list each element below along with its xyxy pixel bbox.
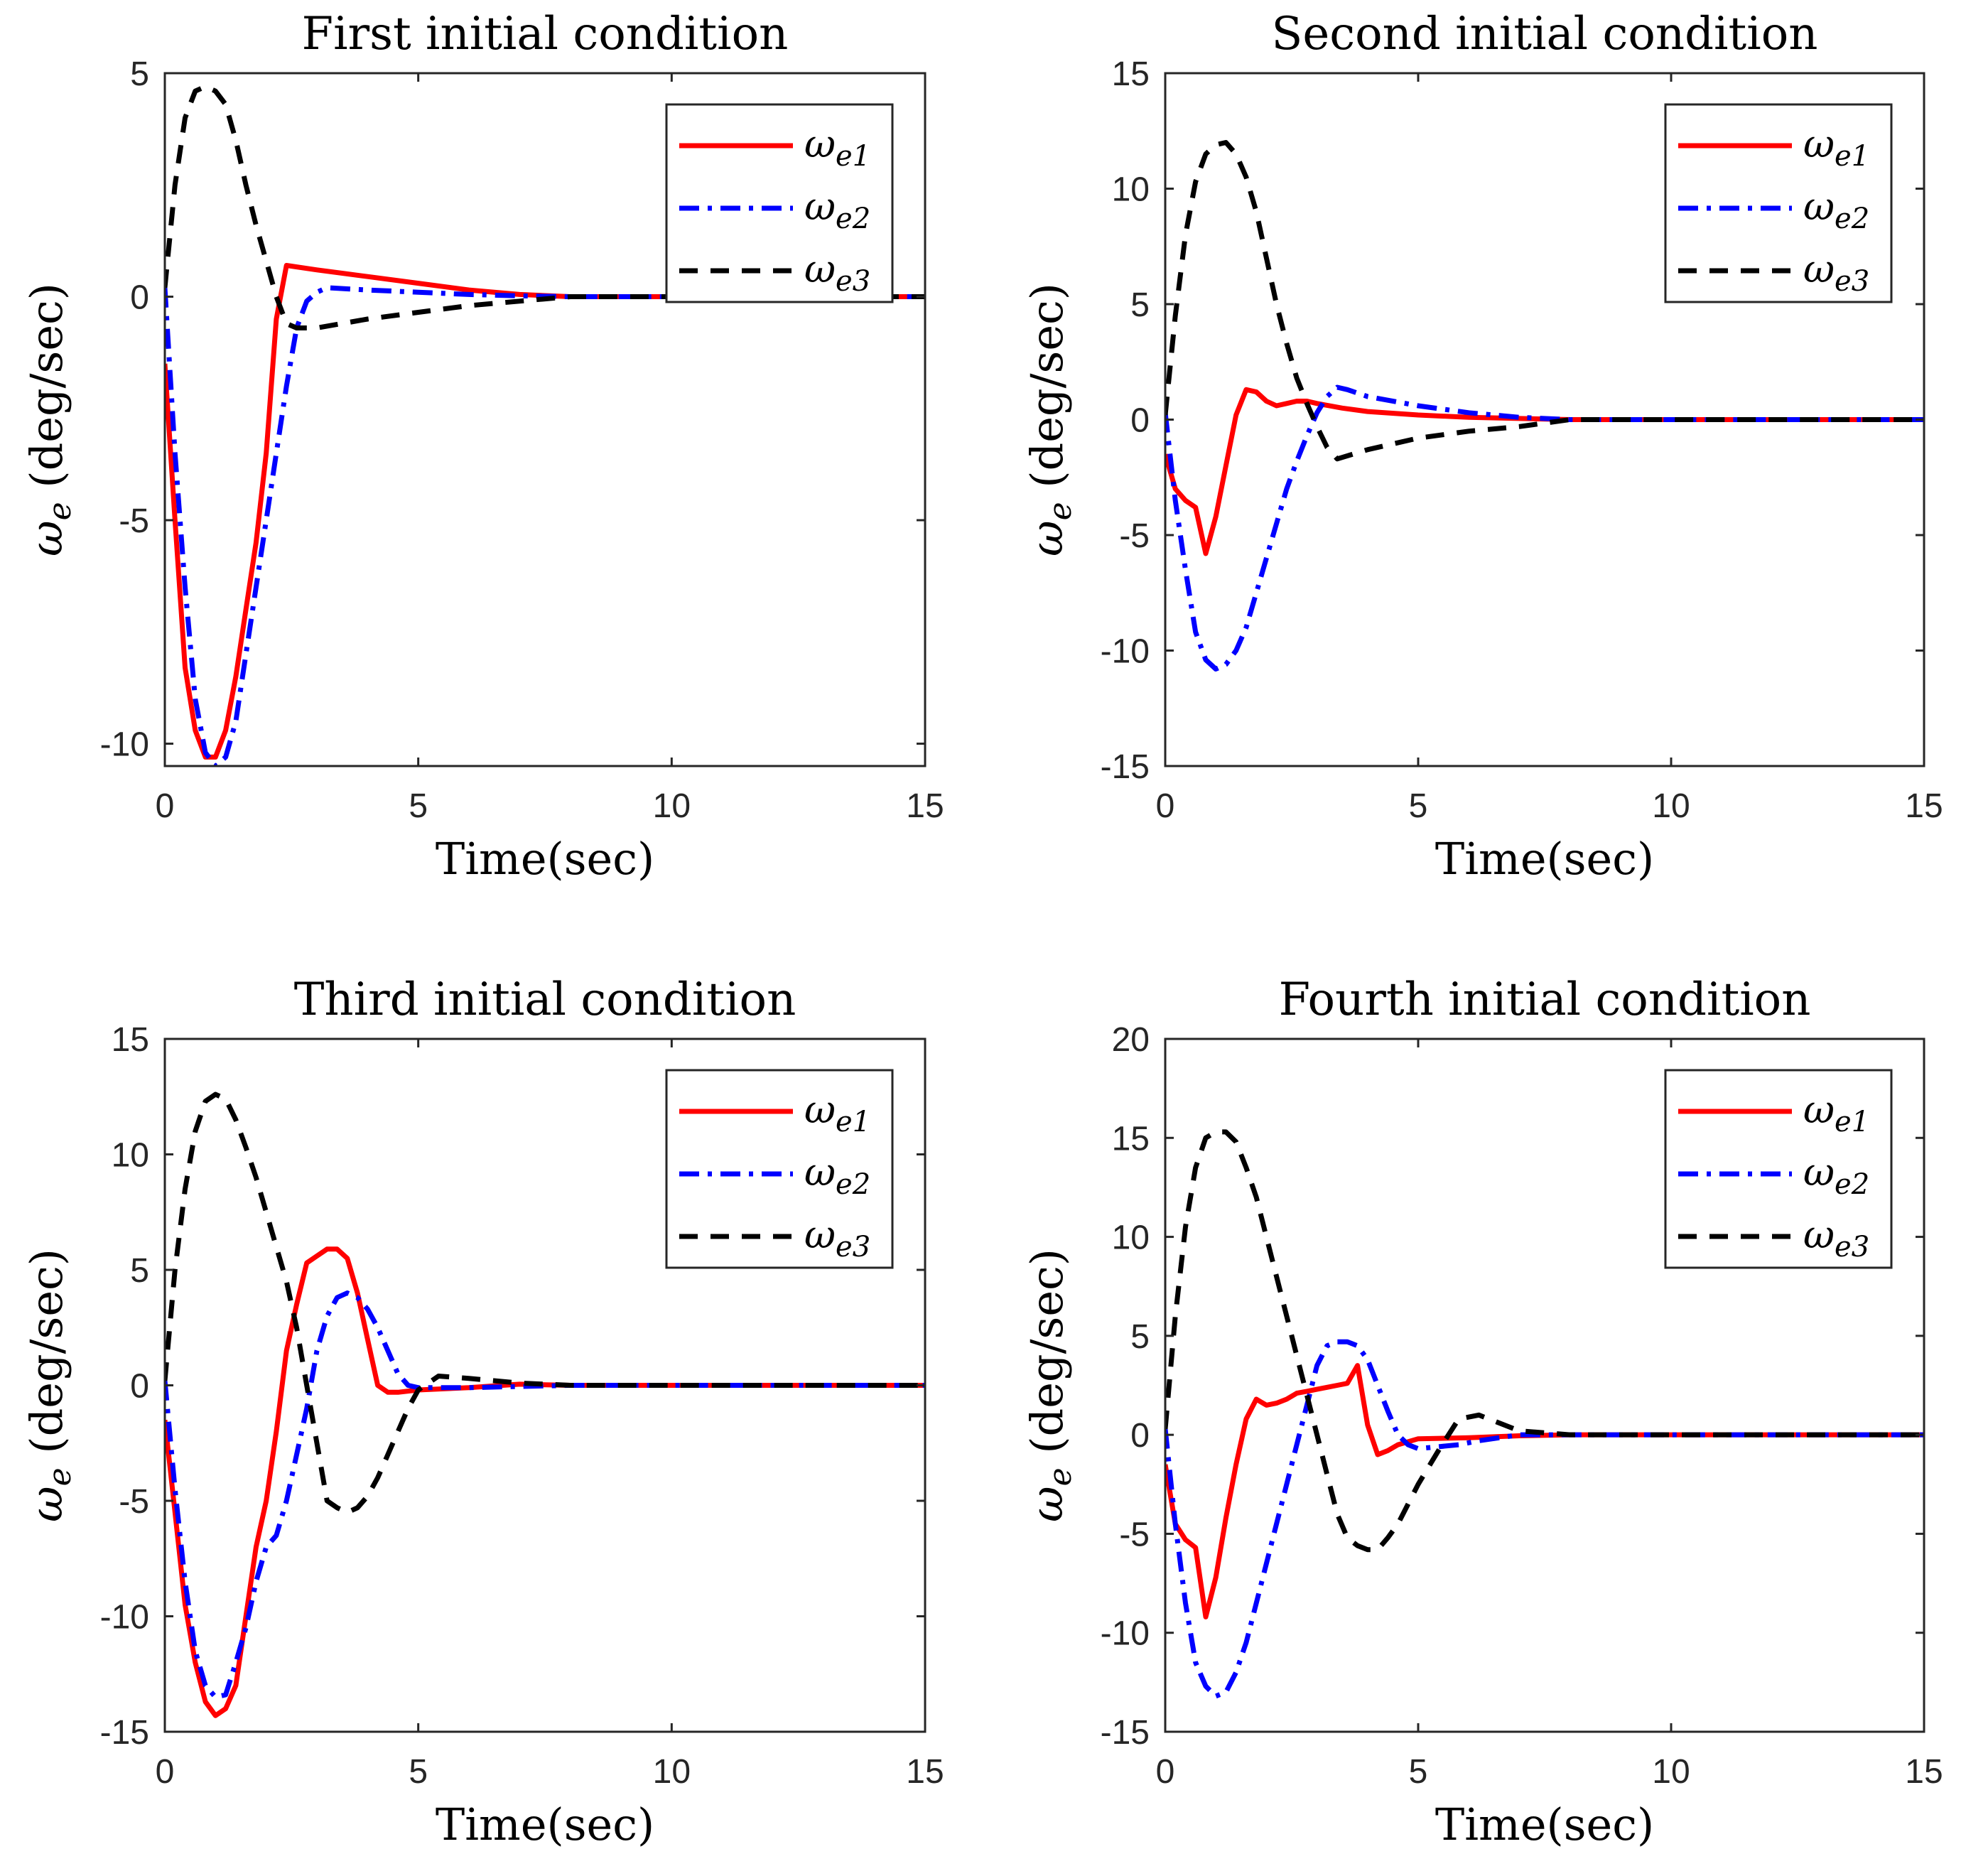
y-tick-label: 15: [112, 1021, 149, 1059]
legend-label-3: ωe3: [804, 1212, 870, 1263]
y-axis-label: ωe (deg/sec): [1021, 1249, 1079, 1522]
legend: ωe1 ωe2 ωe3: [1664, 103, 1893, 303]
chart-title: Second initial condition: [1272, 8, 1818, 60]
legend-label-1: ωe1: [1803, 1087, 1869, 1138]
y-tick-label: 0: [130, 1368, 149, 1406]
plot-lines: [1165, 1129, 1924, 1699]
y-axis-label: ωe (deg/sec): [21, 283, 78, 556]
series-line-omega-e1: [1165, 387, 1924, 556]
legend-label-2: ωe2: [1803, 184, 1869, 235]
series-line-omega-e2: [1165, 1339, 1924, 1699]
chart-panel-4: Fourth initial condition 0 5 10 15 -15 -10 -5 0 5…: [1021, 974, 1943, 1850]
y-tick-label: 0: [130, 279, 149, 317]
series-line-omega-e2: [165, 1290, 925, 1700]
y-tick-label: 0: [1130, 402, 1150, 440]
x-tick-label: 5: [409, 787, 428, 825]
legend-label-3: ωe3: [1803, 1212, 1869, 1263]
y-tick-label: 15: [1112, 55, 1150, 93]
x-axis-label: Time(sec): [1435, 1799, 1654, 1850]
y-tick-label: -10: [1101, 633, 1150, 671]
x-axis-label: Time(sec): [436, 1799, 654, 1850]
x-tick-label: 10: [1652, 1753, 1690, 1791]
x-tick-label: 5: [1409, 1753, 1428, 1791]
legend-label-3: ωe3: [804, 247, 870, 298]
legend-label-2: ωe2: [804, 1150, 870, 1201]
legend-label-2: ωe2: [1803, 1150, 1869, 1201]
legend-label-1: ωe1: [804, 1087, 870, 1138]
y-axis-label: ωe (deg/sec): [21, 1249, 78, 1522]
y-tick-label: 5: [130, 55, 149, 93]
x-tick-label: 5: [1409, 787, 1428, 825]
x-tick-label: 10: [653, 787, 691, 825]
legend: ωe1 ωe2 ωe3: [665, 1069, 894, 1269]
legend: ωe1 ωe2 ωe3: [665, 103, 894, 303]
chart-title: First initial condition: [302, 8, 789, 60]
legend-label-2: ωe2: [804, 184, 870, 235]
x-axis-label: Time(sec): [436, 833, 654, 885]
chart-title: Fourth initial condition: [1279, 974, 1811, 1026]
x-tick-label: 15: [906, 1753, 944, 1791]
axes-box: [1164, 1037, 1925, 1733]
series-line-omega-e1: [165, 263, 925, 760]
y-axis-label: ωe (deg/sec): [1021, 283, 1079, 556]
plot-lines: [165, 1091, 925, 1718]
y-tick-label: -10: [100, 1599, 149, 1637]
series-line-omega-e3: [1165, 1129, 1924, 1553]
x-tick-label: 15: [1905, 1753, 1943, 1791]
y-tick-label: 10: [112, 1137, 149, 1175]
x-tick-label: 10: [653, 1753, 691, 1791]
y-tick-label: 5: [1130, 286, 1150, 324]
x-axis-label: Time(sec): [1435, 833, 1654, 885]
legend: ωe1 ωe2 ωe3: [1664, 1069, 1893, 1269]
chart-title: Third initial condition: [294, 974, 796, 1026]
y-tick-label: 15: [1112, 1120, 1150, 1158]
series-line-omega-e3: [165, 84, 925, 330]
legend-label-1: ωe1: [804, 122, 870, 173]
x-tick-label: 15: [906, 787, 944, 825]
legend-label-3: ωe3: [1803, 247, 1869, 298]
x-tick-label: 5: [409, 1753, 428, 1791]
y-tick-label: 20: [1112, 1021, 1150, 1059]
y-tick-label: -5: [1119, 1516, 1150, 1553]
series-line-omega-e1: [165, 1246, 925, 1718]
x-tick-label: 10: [1652, 787, 1690, 825]
y-tick-label: 0: [1130, 1417, 1150, 1455]
series-line-omega-e2: [165, 285, 925, 766]
y-tick-label: 10: [1112, 171, 1150, 209]
chart-panel-3: Third initial condition 0 5 10 15 -15 -10 -5 0 5 1…: [21, 974, 944, 1850]
x-tick-label: 0: [1156, 1753, 1175, 1791]
x-tick-label: 0: [1156, 787, 1175, 825]
plot-lines: [165, 84, 925, 766]
y-tick-label: -10: [1101, 1615, 1150, 1653]
series-line-omega-e3: [1165, 140, 1924, 462]
y-tick-label: 5: [1130, 1318, 1150, 1356]
legend-label-1: ωe1: [1803, 122, 1869, 173]
x-tick-label: 0: [156, 1753, 175, 1791]
series-line-omega-e1: [1165, 1363, 1924, 1619]
series-line-omega-e3: [165, 1091, 925, 1515]
y-tick-label: 5: [130, 1252, 149, 1290]
y-tick-label: -5: [119, 1483, 149, 1521]
y-tick-label: -15: [1101, 748, 1150, 786]
series-line-omega-e2: [1165, 384, 1924, 672]
y-tick-label: -5: [119, 502, 149, 540]
plot-lines: [1165, 140, 1924, 672]
y-tick-label: -10: [100, 726, 149, 764]
axes-box: [163, 72, 927, 767]
y-tick-label: -5: [1119, 517, 1150, 555]
chart-panel-2: Second initial condition 0 5 10 15 -15 -10 -5 0 5…: [1021, 8, 1943, 885]
y-tick-label: -15: [100, 1714, 149, 1752]
y-tick-label: -15: [1101, 1714, 1150, 1752]
y-tick-label: 10: [1112, 1219, 1150, 1257]
x-tick-label: 15: [1905, 787, 1943, 825]
x-tick-label: 0: [156, 787, 175, 825]
